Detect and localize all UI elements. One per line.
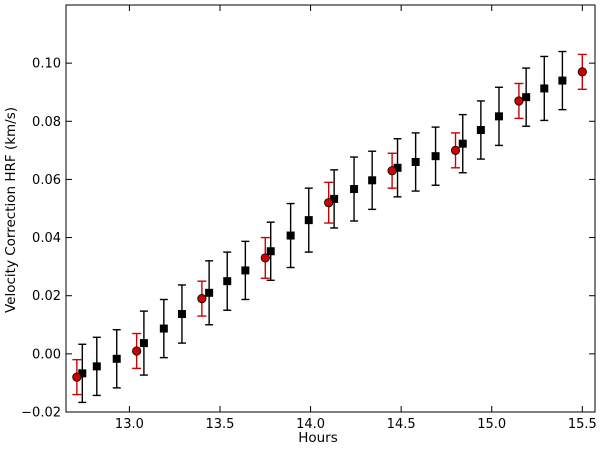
data-point bbox=[304, 187, 313, 253]
data-marks bbox=[72, 50, 587, 404]
data-point bbox=[286, 202, 295, 269]
circle-marker bbox=[577, 67, 587, 77]
square-marker bbox=[350, 185, 359, 194]
circle-marker bbox=[132, 346, 142, 356]
square-marker bbox=[368, 176, 377, 185]
square-marker bbox=[540, 84, 549, 93]
data-point bbox=[368, 150, 377, 211]
square-marker bbox=[286, 231, 295, 240]
square-marker bbox=[494, 112, 503, 121]
circle-marker bbox=[260, 253, 270, 263]
square-marker bbox=[159, 324, 168, 333]
data-point bbox=[350, 156, 359, 222]
x-tick-label: 15.0 bbox=[477, 417, 506, 432]
square-marker bbox=[393, 163, 402, 172]
circle-marker bbox=[514, 96, 524, 106]
data-point bbox=[494, 86, 503, 147]
data-point bbox=[139, 310, 148, 376]
data-point bbox=[450, 132, 461, 169]
y-axis-label: Velocity Correction HRF (km/s) bbox=[3, 107, 19, 313]
series-2 bbox=[72, 53, 587, 396]
data-point bbox=[387, 152, 397, 189]
data-point bbox=[522, 67, 531, 127]
square-marker bbox=[92, 362, 101, 371]
y-tick-label: −0.02 bbox=[21, 406, 61, 421]
square-marker bbox=[476, 126, 485, 135]
square-marker bbox=[177, 310, 186, 319]
x-tick-label: 15.5 bbox=[568, 417, 597, 432]
square-marker bbox=[112, 354, 121, 363]
x-axis-label: Hours bbox=[298, 430, 338, 445]
square-marker bbox=[304, 216, 313, 225]
data-point bbox=[205, 260, 214, 326]
plot-area bbox=[72, 50, 587, 404]
data-point bbox=[393, 138, 402, 198]
data-point bbox=[324, 181, 334, 224]
data-point bbox=[540, 55, 549, 122]
x-tick-label: 14.5 bbox=[387, 417, 416, 432]
data-point bbox=[260, 236, 270, 279]
data-point bbox=[266, 221, 275, 282]
square-marker bbox=[223, 277, 232, 286]
circle-marker bbox=[72, 372, 82, 382]
square-marker bbox=[139, 339, 148, 348]
data-point bbox=[223, 251, 232, 311]
data-point bbox=[92, 336, 101, 397]
y-tick-label: 0.06 bbox=[32, 173, 61, 188]
y-tick-label: 0.00 bbox=[32, 347, 61, 362]
y-tick-label: 0.04 bbox=[32, 231, 61, 246]
square-marker bbox=[411, 157, 420, 166]
data-point bbox=[330, 169, 339, 229]
data-point bbox=[159, 298, 168, 359]
data-point bbox=[112, 329, 121, 389]
square-marker bbox=[266, 247, 275, 256]
data-point bbox=[72, 358, 82, 396]
square-marker bbox=[330, 194, 339, 203]
data-point bbox=[241, 240, 250, 301]
data-point bbox=[132, 332, 142, 370]
axes: 13.0 13.5 14.0 14.5 15.0 15.5 −0.02 0.00 0.02 0.0… bbox=[21, 4, 597, 432]
x-tick-label: 14.0 bbox=[296, 417, 325, 432]
x-tick-label: 13.5 bbox=[206, 417, 235, 432]
data-point bbox=[197, 280, 207, 317]
square-marker bbox=[431, 152, 440, 161]
x-tick-label: 13.0 bbox=[115, 417, 144, 432]
y-tick-label: 0.02 bbox=[32, 289, 61, 304]
square-marker bbox=[458, 139, 467, 148]
data-point bbox=[177, 284, 186, 344]
y-tick-label: 0.08 bbox=[32, 115, 61, 130]
data-point bbox=[514, 82, 524, 120]
series-1 bbox=[78, 50, 567, 404]
circle-marker bbox=[387, 166, 397, 176]
circle-marker bbox=[324, 198, 334, 208]
square-marker bbox=[78, 369, 87, 378]
axes-frame bbox=[65, 4, 596, 413]
y-tick-label: 0.10 bbox=[32, 57, 61, 72]
circle-marker bbox=[450, 145, 461, 155]
data-point bbox=[476, 100, 485, 160]
data-point bbox=[558, 50, 567, 111]
data-point bbox=[78, 343, 87, 404]
data-point bbox=[458, 113, 467, 174]
square-marker bbox=[522, 93, 531, 102]
data-point bbox=[411, 132, 420, 192]
data-point bbox=[577, 53, 587, 91]
circle-marker bbox=[197, 294, 207, 304]
square-marker bbox=[241, 266, 250, 275]
data-point bbox=[431, 126, 440, 186]
square-marker bbox=[205, 288, 214, 297]
square-marker bbox=[558, 76, 567, 85]
